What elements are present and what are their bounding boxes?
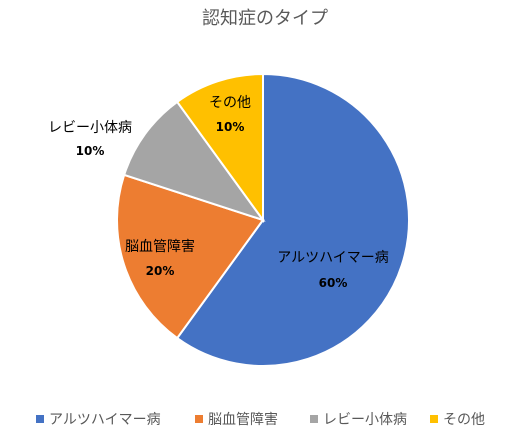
data-label-value-2: 20% [146,264,175,278]
legend-label-2: 脳血管障害 [208,412,278,428]
data-label-category-4: その他 [209,95,251,111]
data-label-category-1: アルツハイマー病 [277,250,389,266]
legend-swatch-2 [195,415,203,423]
legend-label-4: その他 [443,412,485,428]
legend-swatch-3 [310,415,318,423]
data-label-value-4: 10% [216,120,245,134]
chart-title: 認知症のタイプ [202,8,328,29]
legend-swatch-1 [36,415,44,423]
data-labels: アルツハイマー病 60% 脳血管障害 20% レビー小体病 10% その他 10% [48,95,389,290]
pie-slices [116,72,410,367]
legend: アルツハイマー病 脳血管障害 レビー小体病 その他 [36,412,485,428]
pie-slice-1 [175,72,410,367]
legend-swatch-4 [430,415,438,423]
data-label-category-3: レビー小体病 [48,120,132,136]
pie-slice-3 [122,100,266,222]
legend-label-3: レビー小体病 [323,412,407,428]
data-label-value-3: 10% [76,144,105,158]
legend-label-1: アルツハイマー病 [49,412,161,428]
pie-slice-2 [116,173,265,340]
data-label-value-1: 60% [319,276,348,290]
data-label-category-2: 脳血管障害 [125,239,195,255]
pie-slice-4 [175,72,264,224]
